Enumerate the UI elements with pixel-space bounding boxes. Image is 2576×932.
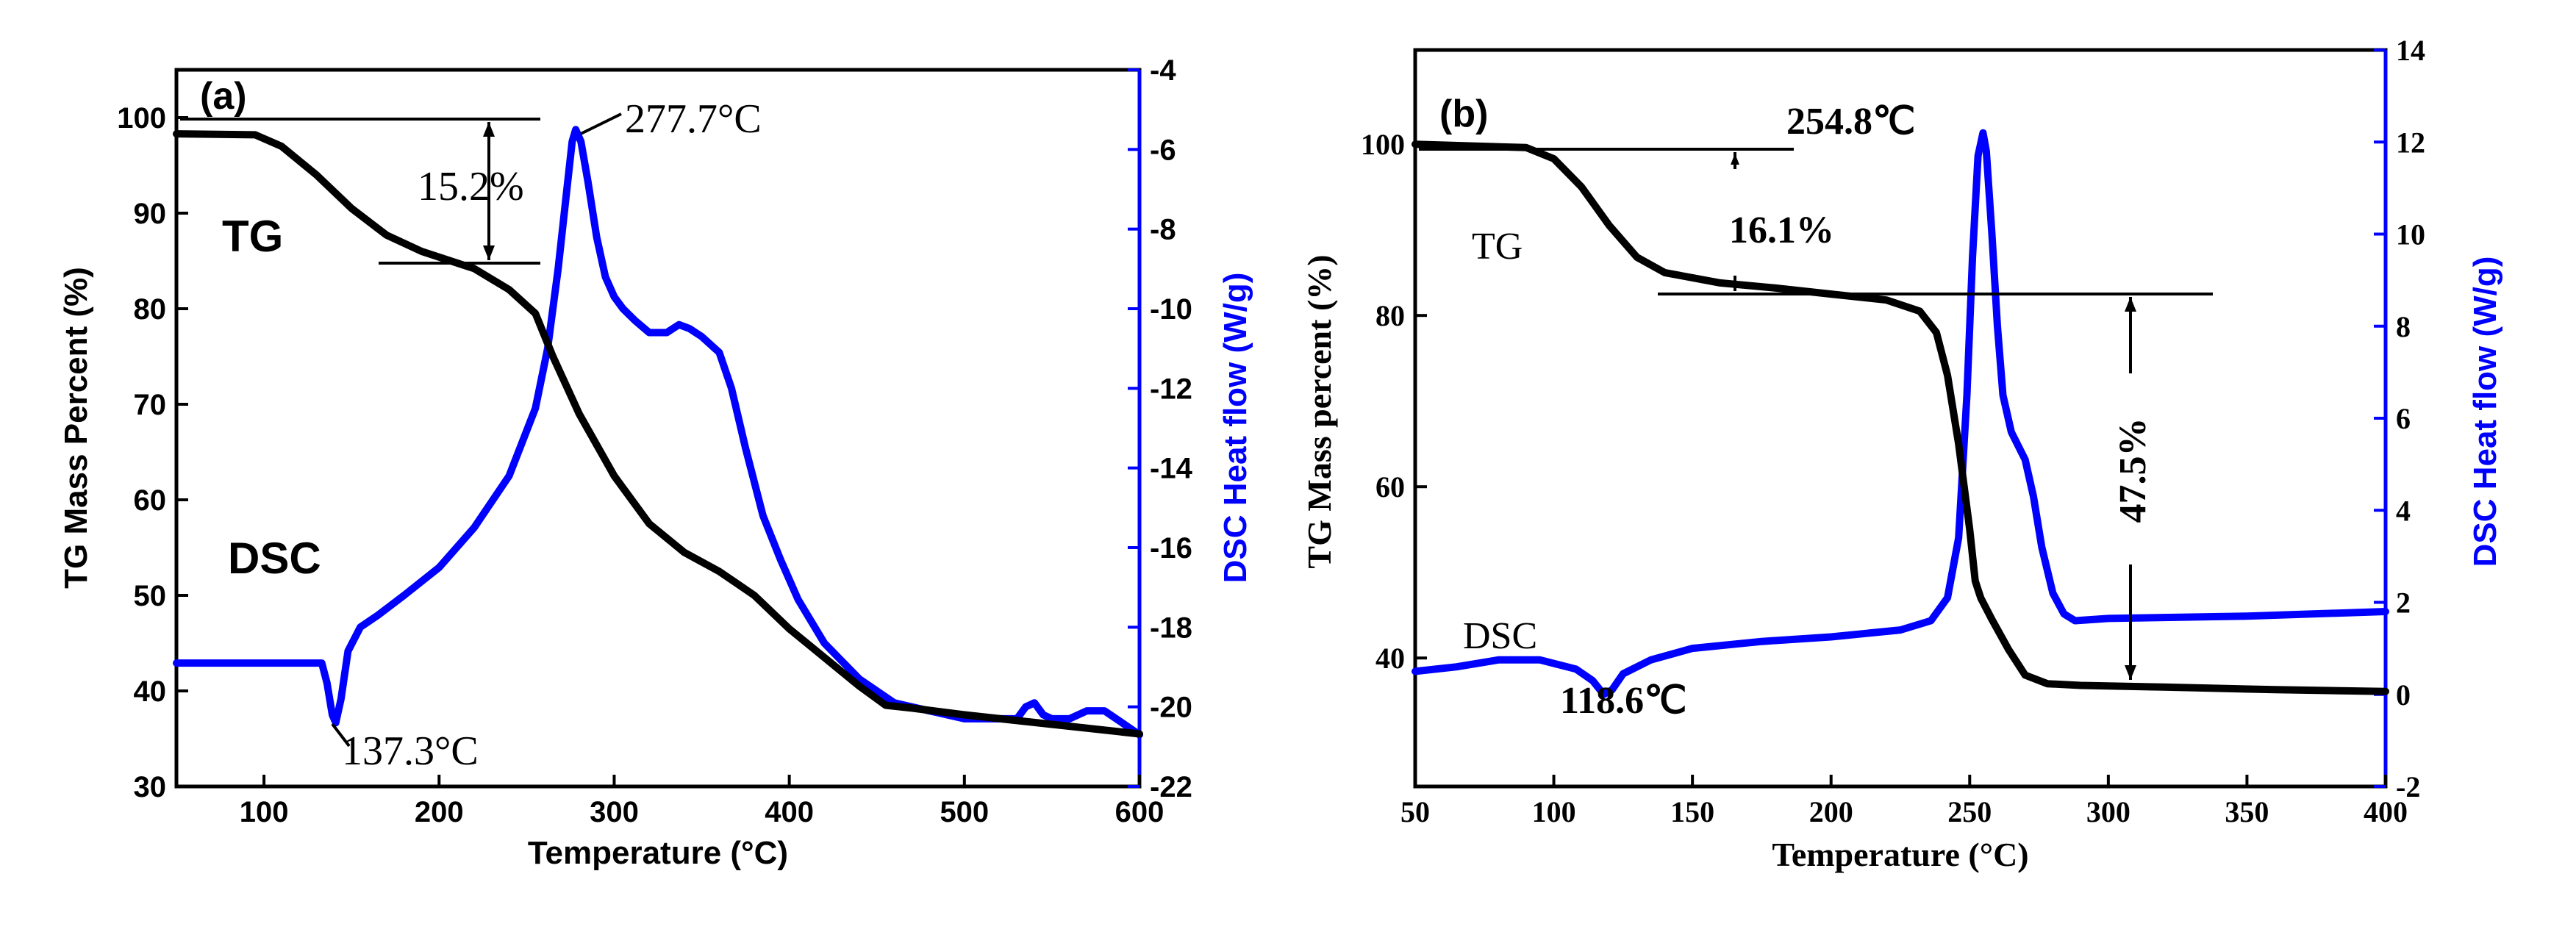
x-tick-label: 400: [2364, 795, 2408, 828]
panel-a-peak-endo-label: 137.3°C: [342, 728, 479, 774]
panel-a-peak-exo-label: 277.7°C: [625, 96, 762, 142]
y-right-tick-label: 6: [2396, 402, 2411, 435]
y-left-tick-label: 30: [134, 771, 167, 803]
y-left-tick-label: 70: [134, 389, 167, 421]
y-left-tick-label: 80: [134, 293, 167, 326]
panel-b-mass-loss-2-arrowhead-top: [2125, 297, 2136, 312]
y-left-tick-label: 100: [1361, 128, 1405, 161]
panel-b-mass-loss-1-label: 16.1%: [1729, 209, 1834, 251]
y-right-tick-label: -4: [1150, 54, 1176, 87]
panel-b-label: (b): [1439, 93, 1488, 135]
panel-a-tick-labels: 100 200 300 400 500 600 30 40 50 60 70 80 90 100 -22 -2…: [117, 54, 1192, 828]
x-tick-label: 300: [590, 796, 639, 828]
y-right-tick-label: -10: [1150, 293, 1192, 326]
panel-b-mass-loss-2-label: 47.5%: [2112, 418, 2154, 523]
y-right-tick-label: 2: [2396, 587, 2411, 620]
y-right-tick-label: -18: [1150, 612, 1192, 644]
x-tick-label: 200: [1809, 795, 1853, 828]
panel-a-peak-exo-leader: [580, 112, 622, 135]
panel-b-peak-endo-label: 118.6℃: [1560, 680, 1687, 722]
panel-b-tg-label: TG: [1472, 226, 1523, 268]
y-left-tick-label: 60: [1375, 470, 1405, 503]
panel-a-tg-label: TG: [222, 212, 283, 261]
panel-b-mass-loss-2-arrowhead-bottom: [2125, 665, 2136, 680]
x-tick-label: 600: [1115, 796, 1164, 828]
x-tick-label: 200: [415, 796, 464, 828]
x-tick-label: 150: [1670, 795, 1714, 828]
y-right-tick-label: -6: [1150, 134, 1176, 166]
panel-a-ticks: [176, 68, 1141, 788]
x-tick-label: 100: [240, 796, 289, 828]
y-right-tick-label: 0: [2396, 678, 2411, 711]
panel-a-dsc-curve: [173, 126, 1143, 739]
panel-b-dsc-curve: [1412, 129, 2389, 698]
x-tick-label: 100: [1532, 795, 1576, 828]
x-tick-label: 350: [2225, 795, 2269, 828]
y-left-tick-label: 50: [134, 580, 167, 612]
x-tick-label: 500: [940, 796, 989, 828]
panel-b-left-axis-title: TG Mass percent (%): [1300, 254, 1338, 568]
y-left-tick-label: 100: [117, 102, 166, 135]
y-right-tick-label: -8: [1150, 214, 1176, 246]
panel-a-mass-loss-label: 15.2%: [418, 164, 524, 209]
panel-a-x-axis-title: Temperature (°C): [528, 835, 788, 871]
panel-b-right-axis-title: DSC Heat flow (W/g): [2467, 257, 2503, 567]
x-tick-label: 300: [2086, 795, 2130, 828]
panel-b-ticks: [1414, 49, 2387, 788]
panel-b-x-axis-title: Temperature (°C): [1772, 836, 2028, 873]
panel-b-plot-frame: [1413, 48, 2388, 789]
y-right-tick-label: -20: [1150, 692, 1192, 724]
x-tick-label: 400: [765, 796, 814, 828]
panel-a-peak-endo-leader: [331, 723, 351, 748]
panel-b-tg-curve: [1412, 140, 2389, 695]
y-left-tick-label: 40: [134, 675, 167, 708]
y-right-tick-label: -12: [1150, 373, 1192, 405]
panel-b-mass-loss-1-arrowhead: [1731, 154, 1739, 165]
y-right-tick-label: -16: [1150, 532, 1192, 564]
y-left-tick-label: 80: [1375, 299, 1405, 332]
y-right-tick-label: 4: [2396, 494, 2411, 527]
y-right-tick-label: 8: [2396, 310, 2411, 343]
panel-a-mass-loss-arrowhead-top: [483, 122, 495, 137]
panel-a-right-axis-title: DSC Heat flow (W/g): [1217, 273, 1253, 584]
panel-b-dsc-label: DSC: [1463, 615, 1537, 657]
panel-b-tick-labels: 50 100 150 200 250 300 350 400 40 60 80 100 -2 0 2 4 6 8 1…: [1361, 34, 2425, 828]
x-tick-label: 50: [1400, 795, 1430, 828]
y-right-tick-label: 10: [2396, 218, 2425, 251]
panel-a-mass-loss-arrowhead-bottom: [483, 245, 495, 260]
y-right-tick-label: -22: [1150, 771, 1192, 803]
y-right-tick-label: -14: [1150, 453, 1193, 485]
panel-a-label: (a): [200, 75, 247, 118]
y-left-tick-label: 90: [134, 198, 167, 230]
panel-a-chart: 100 200 300 400 500 600 30 40 50 60 70 80 90 100 -22 -2…: [58, 54, 1253, 871]
y-right-tick-label: 14: [2396, 34, 2425, 67]
panel-a-dsc-label: DSC: [228, 534, 321, 583]
panel-b-chart: 50 100 150 200 250 300 350 400 40 60 80 100 -2 0 2 4 6 8 1…: [1300, 34, 2503, 873]
panel-b-peak-exo-label: 254.8℃: [1786, 101, 1915, 143]
y-right-tick-label: -2: [2396, 770, 2420, 803]
panel-a-tg-curve: [173, 130, 1143, 738]
y-right-tick-label: 12: [2396, 126, 2425, 159]
y-left-tick-label: 40: [1375, 642, 1405, 675]
y-left-tick-label: 60: [134, 484, 167, 517]
x-tick-label: 250: [1947, 795, 1992, 828]
panel-a-left-axis-title: TG Mass Percent (%): [58, 267, 94, 589]
